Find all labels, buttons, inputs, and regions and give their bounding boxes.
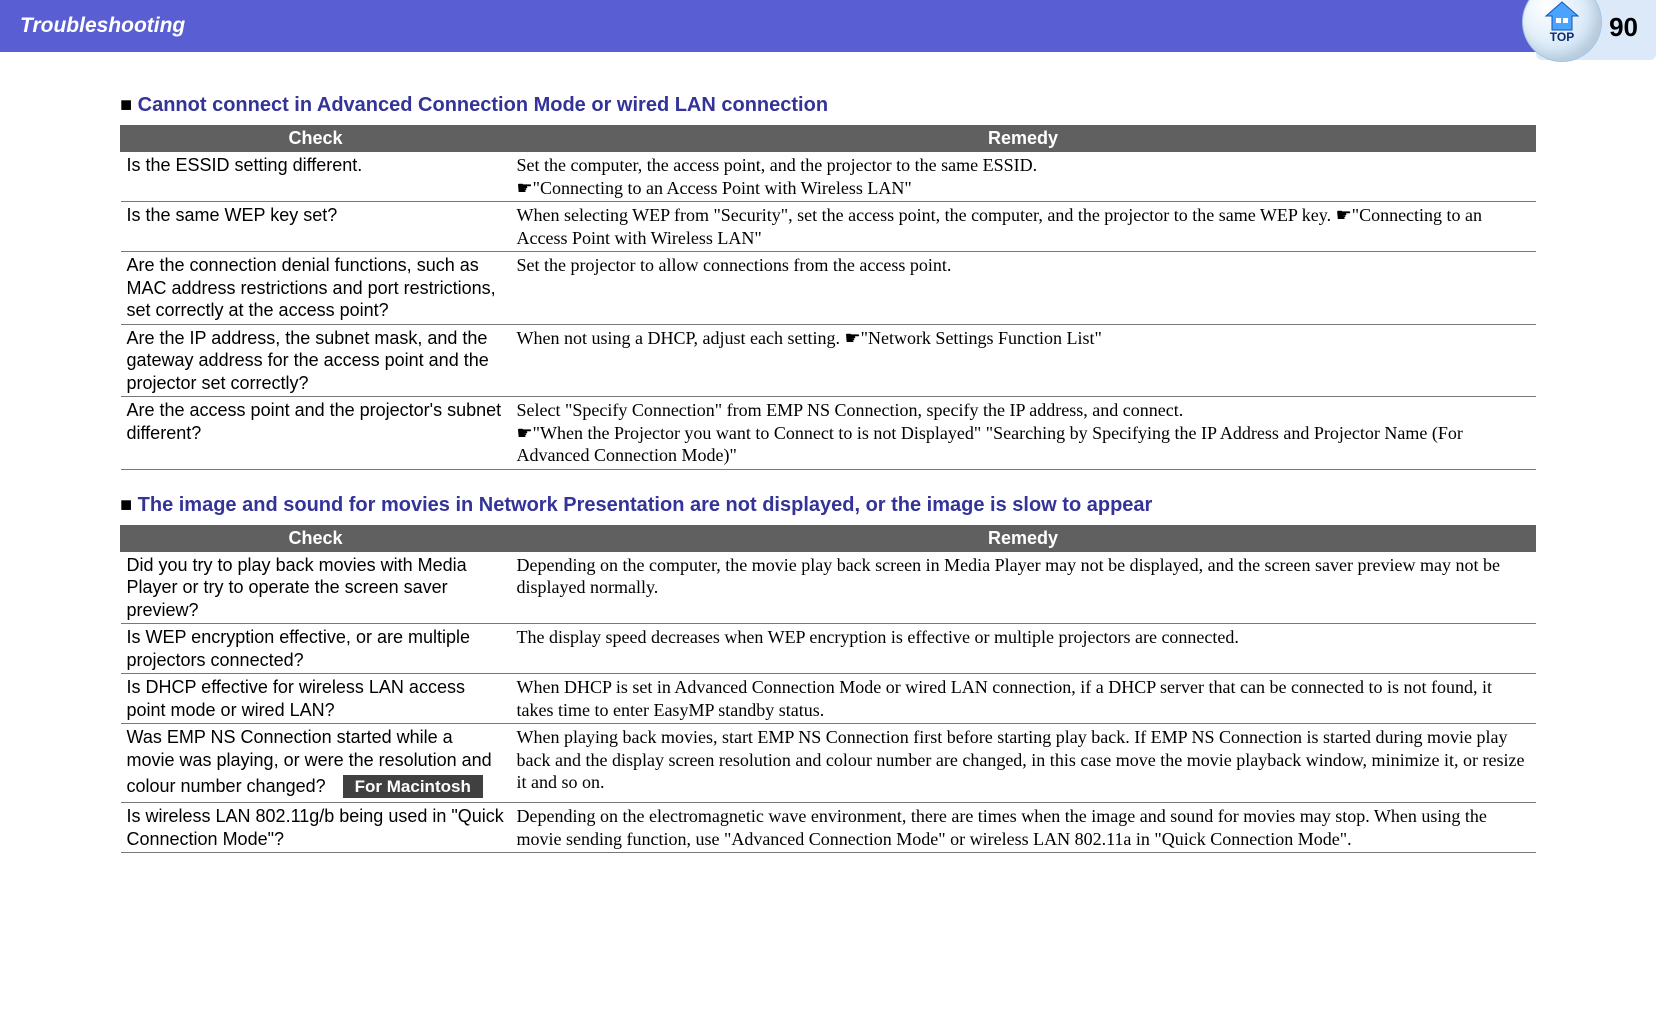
table-row: Are the IP address, the subnet mask, and… — [121, 324, 1536, 397]
remedy-text: Set the computer, the access point, and … — [517, 155, 1038, 175]
remedy-ref: ☛"Network Settings Function List" — [844, 328, 1101, 348]
cell-check: Are the connection denial functions, suc… — [121, 252, 511, 325]
col-check: Check — [121, 126, 511, 152]
table-row: Are the connection denial functions, suc… — [121, 252, 1536, 325]
header-bar: Troubleshooting 90 TOP — [0, 0, 1656, 52]
cell-check: Is the ESSID setting different. — [121, 152, 511, 202]
section-heading-2: ■ The image and sound for movies in Netw… — [120, 494, 1536, 517]
cell-check: Are the access point and the projector's… — [121, 397, 511, 470]
remedy-text: Set the projector to allow connections f… — [517, 255, 952, 275]
cell-remedy: When not using a DHCP, adjust each setti… — [511, 324, 1536, 397]
cell-remedy: Set the computer, the access point, and … — [511, 152, 1536, 202]
cell-check: Is WEP encryption effective, or are mult… — [121, 624, 511, 674]
cell-check: Is wireless LAN 802.11g/b being used in … — [121, 803, 511, 853]
section-bullet: ■ — [120, 494, 138, 516]
table-row: Is wireless LAN 802.11g/b being used in … — [121, 803, 1536, 853]
table-row: Was EMP NS Connection started while a mo… — [121, 724, 1536, 803]
table-row: Are the access point and the projector's… — [121, 397, 1536, 470]
cell-remedy: Select "Specify Connection" from EMP NS … — [511, 397, 1536, 470]
page-number: 90 — [1609, 12, 1638, 43]
cell-check: Is DHCP effective for wireless LAN acces… — [121, 674, 511, 724]
cell-remedy: Depending on the computer, the movie pla… — [511, 551, 1536, 624]
table-row: Is DHCP effective for wireless LAN acces… — [121, 674, 1536, 724]
col-remedy: Remedy — [511, 126, 1536, 152]
page-title: Troubleshooting — [20, 14, 185, 38]
col-remedy: Remedy — [511, 525, 1536, 551]
content-area: ■ Cannot connect in Advanced Connection … — [0, 52, 1656, 917]
table-header-row: Check Remedy — [121, 126, 1536, 152]
section-title-1: Cannot connect in Advanced Connection Mo… — [138, 94, 828, 116]
page: Troubleshooting 90 TOP ■ Cannot connect … — [0, 0, 1656, 917]
remedy-ref: ☛"Connecting to an Access Point with Wir… — [517, 178, 912, 198]
remedy-text: Select "Specify Connection" from EMP NS … — [517, 400, 1184, 420]
section-title-2: The image and sound for movies in Networ… — [138, 494, 1153, 516]
cell-remedy: The display speed decreases when WEP enc… — [511, 624, 1536, 674]
table-header-row: Check Remedy — [121, 525, 1536, 551]
cell-check: Are the IP address, the subnet mask, and… — [121, 324, 511, 397]
house-icon — [1542, 0, 1582, 32]
cell-remedy: When DHCP is set in Advanced Connection … — [511, 674, 1536, 724]
remedy-ref: ☛"When the Projector you want to Connect… — [517, 423, 1463, 466]
cell-check: Did you try to play back movies with Med… — [121, 551, 511, 624]
table-row: Is the ESSID setting different. Set the … — [121, 152, 1536, 202]
table-row: Did you try to play back movies with Med… — [121, 551, 1536, 624]
macintosh-badge: For Macintosh — [343, 775, 483, 798]
section-bullet: ■ — [120, 94, 138, 116]
table-2: Check Remedy Did you try to play back mo… — [120, 525, 1536, 854]
remedy-text: When selecting WEP from "Security", set … — [517, 205, 1336, 225]
cell-remedy: Depending on the electromagnetic wave en… — [511, 803, 1536, 853]
cell-check: Is the same WEP key set? — [121, 202, 511, 252]
col-check: Check — [121, 525, 511, 551]
table-1: Check Remedy Is the ESSID setting differ… — [120, 125, 1536, 470]
cell-check: Was EMP NS Connection started while a mo… — [121, 724, 511, 803]
table-row: Is WEP encryption effective, or are mult… — [121, 624, 1536, 674]
table-row: Is the same WEP key set? When selecting … — [121, 202, 1536, 252]
cell-remedy: When selecting WEP from "Security", set … — [511, 202, 1536, 252]
remedy-text: When not using a DHCP, adjust each setti… — [517, 328, 845, 348]
top-icon-label: TOP — [1550, 30, 1574, 44]
cell-remedy: When playing back movies, start EMP NS C… — [511, 724, 1536, 803]
section-heading-1: ■ Cannot connect in Advanced Connection … — [120, 94, 1536, 117]
cell-remedy: Set the projector to allow connections f… — [511, 252, 1536, 325]
